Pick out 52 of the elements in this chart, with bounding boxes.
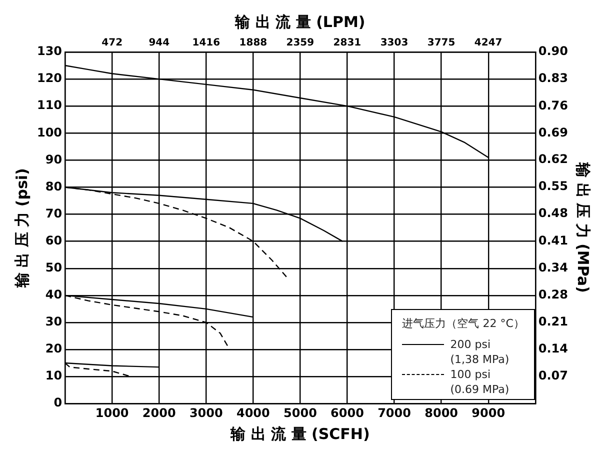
x2-tick-label: 1416	[192, 38, 220, 49]
x2-axis-title: 输 出 流 量 (LPM)	[234, 12, 366, 31]
x-tick-label: 1000	[95, 406, 129, 420]
y-tick-label: 120	[36, 71, 62, 86]
legend-title: 进气压力（空气 22 °C）	[402, 316, 524, 331]
x-tick-label: 8000	[424, 406, 458, 420]
y2-tick-label: 0.21	[538, 314, 568, 328]
legend-label: 100 psi (0.69 MPa)	[450, 366, 510, 397]
x2-tick-label: 3303	[380, 38, 408, 49]
x-tick-label: 6000	[330, 406, 364, 420]
y2-tick-label: 0.69	[538, 125, 568, 140]
x2-tick-label: 944	[148, 38, 170, 49]
y-tick-label: 0	[54, 396, 62, 410]
y2-tick-label: 0.76	[538, 98, 568, 112]
x-axis-title: 输 出 流 量 (SCFH)	[230, 424, 370, 443]
y2-tick-label: 0.48	[538, 206, 568, 220]
x2-tick-label: 1888	[239, 38, 268, 49]
y2-tick-label: 0.90	[538, 44, 568, 58]
y-tick-label: 20	[45, 342, 62, 356]
y-tick-label: 50	[45, 260, 62, 274]
y-tick-label: 30	[45, 314, 62, 329]
y-tick-label: 60	[45, 233, 62, 248]
x2-tick-label: 3775	[427, 38, 456, 49]
y-tick-label: 90	[45, 152, 62, 166]
y2-tick-label: 0.41	[538, 233, 568, 248]
y-tick-label: 80	[45, 179, 62, 194]
x2-tick-label: 2831	[333, 38, 362, 49]
y-tick-label: 110	[36, 98, 62, 112]
y2-tick-label: 0.07	[538, 368, 568, 383]
y-tick-label: 70	[45, 206, 62, 220]
y-tick-label: 40	[45, 288, 62, 302]
x-tick-label: 4000	[236, 406, 270, 420]
x-tick-label: 2000	[142, 406, 176, 420]
x-tick-label: 5000	[284, 406, 317, 420]
y2-axis-title: 输 出 压 力 (MPa)	[574, 162, 592, 293]
legend-label: 200 psi (1,38 MPa)	[450, 336, 510, 367]
y2-tick-label: 0.55	[538, 179, 568, 194]
y2-tick-label: 0.34	[538, 260, 568, 274]
y2-tick-label: 0.28	[538, 287, 568, 302]
y-tick-label: 130	[36, 44, 62, 58]
y2-tick-label: 0.14	[538, 342, 568, 356]
y2-tick-label: 0.83	[538, 71, 568, 86]
x2-tick-label: 472	[102, 38, 123, 49]
y-axis-title: 输 出 压 力 (psi)	[12, 168, 31, 289]
y-tick-label: 10	[45, 368, 62, 383]
x2-tick-label: 4247	[474, 38, 502, 49]
x-tick-label: 7000	[378, 406, 411, 420]
x-tick-label: 3000	[189, 406, 223, 420]
y-tick-label: 100	[36, 125, 62, 140]
x-tick-label: 9000	[472, 406, 506, 420]
y2-tick-label: 0.62	[538, 152, 568, 166]
x2-tick-label: 2359	[286, 38, 314, 49]
